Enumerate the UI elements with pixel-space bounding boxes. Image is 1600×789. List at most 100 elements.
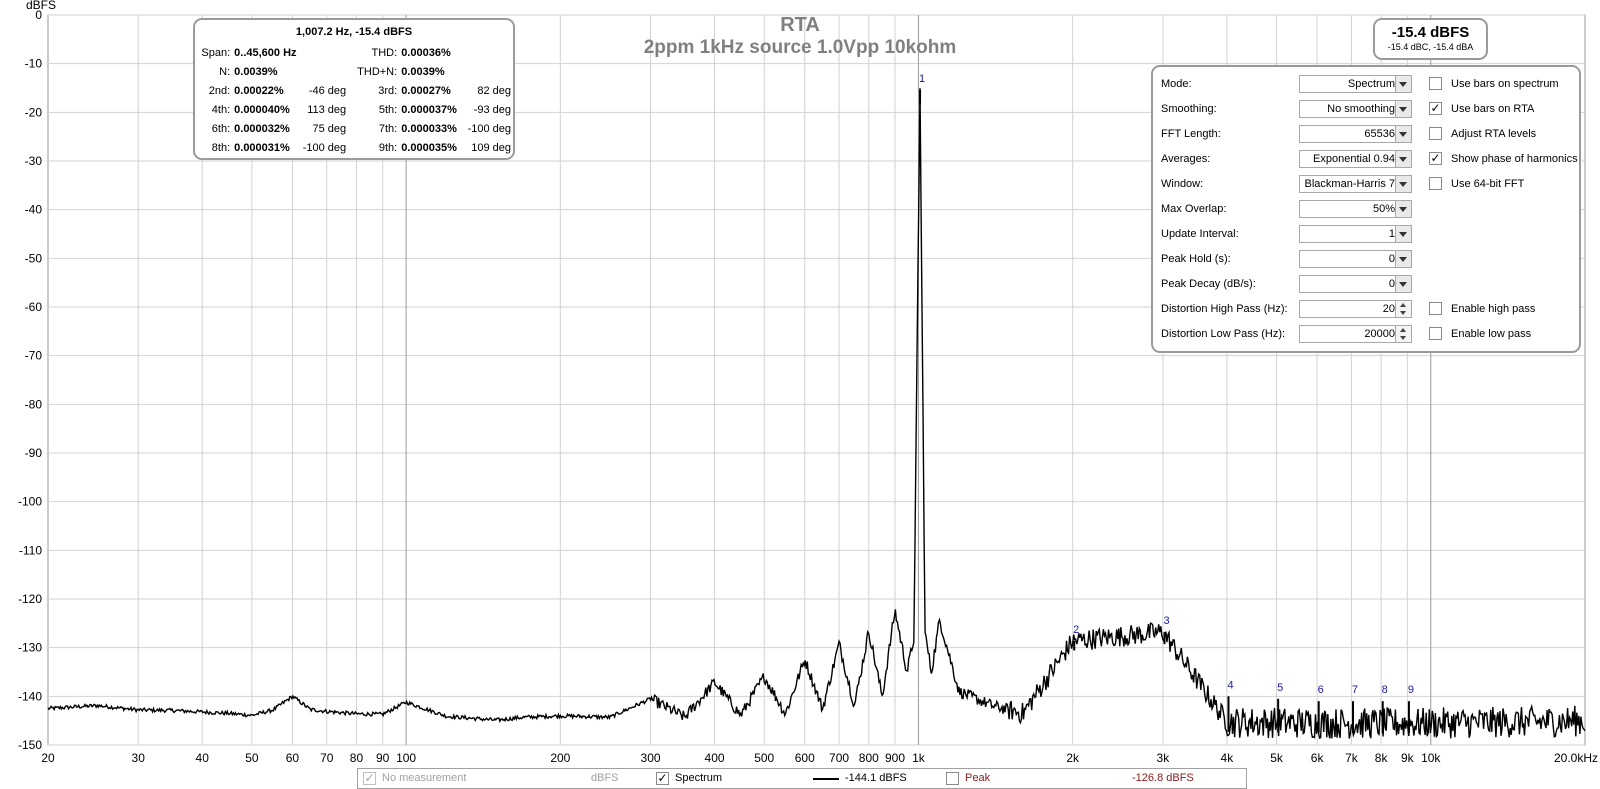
chevron-down-icon[interactable] [1395,276,1411,292]
y-tick-label: -10 [25,57,43,71]
spinner-arrows-icon[interactable] [1395,326,1411,342]
x-tick-label: 300 [641,751,661,765]
window-label: Window: [1161,178,1204,190]
spectrum-checkbox[interactable]: ✓ [656,771,669,785]
harmonic-phase: -93 deg [473,103,511,116]
x-tick-label: 900 [885,751,905,765]
update-interval-select[interactable]: 1 [1299,225,1412,243]
harmonic-marker-label: 8 [1382,684,1388,696]
window-select[interactable]: Blackman-Harris 7 [1299,175,1412,193]
max-overlap-label: Max Overlap: [1161,203,1227,215]
dist-lp-spinner[interactable]: 20000 [1299,325,1412,343]
harmonic-value: 0.000040% [234,103,290,116]
x-tick-label: 5k [1270,751,1284,765]
dist-hp-value: 20 [1382,303,1395,315]
peak-label: Peak [965,772,991,784]
chevron-down-icon[interactable] [1395,76,1411,92]
thdn-value: 0.0039% [401,65,445,78]
y-tick-label: -100 [18,495,42,509]
mode-select[interactable]: Spectrum [1299,75,1412,93]
peak-value: -126.8 dBFS [1132,772,1194,784]
y-tick-label: -130 [18,641,42,655]
chevron-down-icon[interactable] [1395,226,1411,242]
bars-rta-label: Use bars on RTA [1451,103,1535,115]
dist-lp-label: Distortion Low Pass (Hz): [1161,328,1286,340]
averages-select[interactable]: Exponential 0.94 [1299,150,1412,168]
smoothing-select[interactable]: No smoothing [1299,100,1412,118]
peak-checkbox[interactable] [946,772,959,785]
harmonic-marker-label: 6 [1318,684,1324,696]
y-tick-label: -120 [18,592,42,606]
chevron-down-icon[interactable] [1395,126,1411,142]
chevron-down-icon[interactable] [1395,151,1411,167]
chevron-down-icon[interactable] [1395,251,1411,267]
span-label: Span: [201,46,231,59]
x-tick-label: 60 [286,751,300,765]
peak-decay-select[interactable]: 0 [1299,275,1412,293]
chevron-down-icon[interactable] [1395,101,1411,117]
legend-bar: ✓ No measurement dBFS ✓ Spectrum -144.1 … [357,768,1247,789]
enable-hp-checkbox[interactable] [1429,302,1442,315]
harmonic-label: 7th: [378,122,398,135]
x-tick-label: 10k [1421,751,1441,765]
adjust-rta-label: Adjust RTA levels [1451,128,1537,140]
harmonic-value: 0.000035% [401,141,457,154]
y-tick-label: -90 [25,446,43,460]
y-tick-label: -140 [18,689,42,703]
chevron-down-icon[interactable] [1395,176,1411,192]
harmonic-label: 2nd: [208,84,231,97]
x-tick-label: 4k [1221,751,1235,765]
chart-title-block: RTA 2ppm 1kHz source 1.0Vpp 10kohm [560,14,1040,59]
enable-lp-checkbox[interactable] [1429,327,1442,340]
fft64-checkbox[interactable] [1429,177,1442,190]
max-overlap-select[interactable]: 50% [1299,200,1412,218]
y-tick-label: -110 [19,543,42,557]
x-tick-label: 7k [1345,751,1359,765]
harmonic-row: 2nd: 0.00022% -46 deg 3rd: 0.00027% 82 d… [199,81,513,100]
fft64-label: Use 64-bit FFT [1451,178,1525,190]
x-tick-label: 500 [754,751,774,765]
harmonic-marker-label: 4 [1227,679,1233,691]
show-phase-label: Show phase of harmonics [1451,153,1578,165]
x-tick-label: 6k [1311,751,1325,765]
x-tick-label: 90 [376,751,390,765]
x-tick-label: 200 [550,751,570,765]
x-tick-label: 70 [320,751,334,765]
harmonic-row: 8th: 0.000031% -100 deg 9th: 0.000035% 1… [199,138,513,157]
x-tick-label: 400 [705,751,725,765]
distortion-panel: 1,007.2 Hz, -15.4 dBFS Span: 0..45,600 H… [193,18,515,160]
bars-rta-checkbox[interactable]: ✓ [1429,101,1442,115]
harmonic-value: 0.000031% [234,141,290,154]
y-tick-label: -50 [25,251,43,265]
update-interval-label: Update Interval: [1161,228,1239,240]
harmonic-marker-label: 1 [919,73,925,85]
chevron-down-icon[interactable] [1395,201,1411,217]
level-sub: -15.4 dBC, -15.4 dBA [1387,42,1474,52]
n-label: N: [219,65,231,78]
peak-hold-value: 0 [1388,253,1395,265]
peak-hold-select[interactable]: 0 [1299,250,1412,268]
spectrum-label: Spectrum [675,772,723,784]
harmonic-marker-label: 7 [1352,684,1358,696]
adjust-rta-checkbox[interactable] [1429,127,1442,140]
fft-length-select[interactable]: 65536 [1299,125,1412,143]
harmonic-phase: 109 deg [471,141,511,154]
show-phase-checkbox[interactable]: ✓ [1429,151,1442,165]
harmonic-value: 0.000037% [401,103,457,116]
y-tick-label: -70 [25,349,43,363]
spectrum-line-swatch [813,778,839,780]
level-main: -15.4 dBFS [1391,24,1470,41]
harmonic-value: 0.00022% [234,84,284,97]
spinner-arrows-icon[interactable] [1395,301,1411,317]
no-measurement-label: No measurement [382,772,467,784]
harmonic-row: 6th: 0.000032% 75 deg 7th: 0.000033% -10… [199,119,513,138]
averages-label: Averages: [1161,153,1211,165]
bars-spectrum-checkbox[interactable] [1429,77,1442,90]
x-tick-label: 8k [1375,751,1389,765]
smoothing-label: Smoothing: [1161,103,1217,115]
no-measurement-checkbox[interactable]: ✓ [363,771,376,785]
spectrum-series-line [47,88,1586,739]
spectrum-value: -144.1 dBFS [845,772,907,784]
dist-hp-spinner[interactable]: 20 [1299,300,1412,318]
distortion-table: Span: 0..45,600 Hz THD: 0.00036% N: 0.00… [199,43,513,157]
